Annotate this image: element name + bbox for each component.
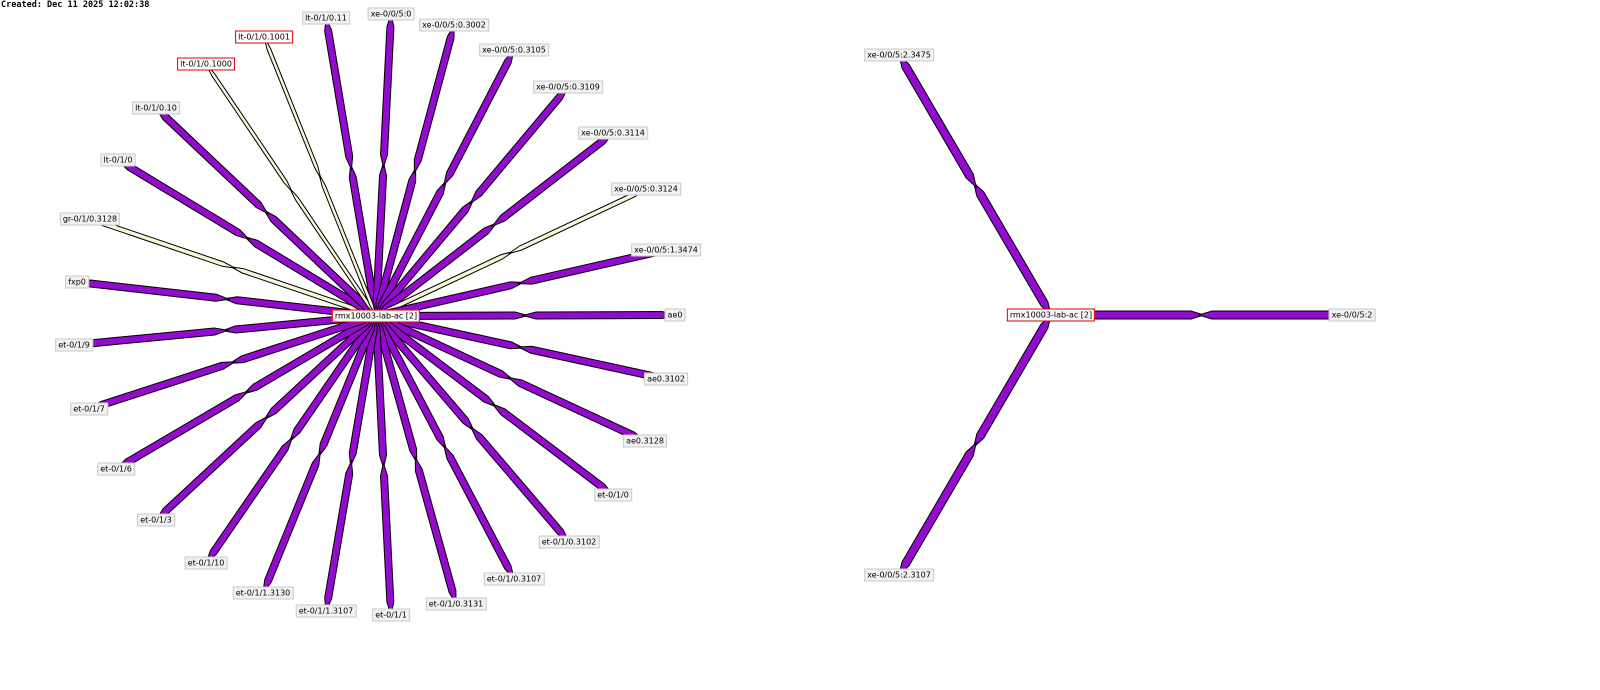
interface-label[interactable]: xe-0/0/5:0.3124 [611, 182, 681, 196]
interface-label[interactable]: et-0/1/9 [55, 338, 93, 352]
interface-label[interactable]: lt-0/1/0.1001 [235, 30, 293, 44]
interface-label[interactable]: xe-0/0/5:0.3114 [578, 126, 648, 140]
link-segment[interactable] [521, 310, 677, 320]
interface-label[interactable]: ae0.3128 [623, 434, 667, 448]
link-segment[interactable] [413, 23, 455, 175]
link-segment[interactable] [379, 12, 395, 170]
link-segment[interactable] [72, 327, 230, 348]
interface-label[interactable]: xe-0/0/5:0.3105 [479, 43, 549, 57]
interface-label[interactable]: xe-0/0/5:0.3002 [419, 18, 489, 32]
interface-label[interactable]: lt-0/1/0.11 [302, 11, 350, 25]
link-segment[interactable] [324, 459, 354, 613]
link-segment[interactable] [263, 36, 322, 180]
link-segment[interactable] [972, 181, 1052, 317]
interface-label[interactable]: et-0/1/6 [97, 462, 135, 476]
link-segment[interactable] [154, 106, 270, 216]
interface-label[interactable]: et-0/1/0 [594, 488, 632, 502]
interface-label[interactable]: et-0/1/1.3107 [295, 604, 357, 618]
interface-label[interactable]: et-0/1/7 [70, 402, 108, 416]
interface-label[interactable]: et-0/1/1 [372, 608, 410, 622]
interface-label[interactable]: lt-0/1/0.10 [132, 101, 180, 115]
interface-label[interactable]: gr-0/1/0.3128 [59, 212, 121, 226]
link-segment[interactable] [379, 461, 395, 617]
link-segment[interactable] [324, 16, 354, 172]
interface-label[interactable]: xe-0/0/5:0 [367, 7, 415, 21]
interface-label[interactable]: fxp0 [65, 275, 89, 289]
link-segment[interactable] [75, 279, 231, 302]
interface-label[interactable]: lt-0/1/0 [100, 153, 136, 167]
interface-label[interactable]: ae0.3102 [644, 372, 688, 386]
link-segment[interactable] [89, 218, 236, 269]
link-segment[interactable] [87, 361, 237, 410]
link-segment[interactable] [972, 313, 1052, 449]
interface-label[interactable]: ae0 [664, 308, 686, 322]
interface-label[interactable]: et-0/1/0.3131 [425, 597, 487, 611]
interface-label[interactable]: xe-0/0/5:0.3109 [533, 80, 603, 94]
interface-label[interactable]: xe-0/0/5:1.3474 [631, 243, 701, 257]
link-segment[interactable] [414, 455, 457, 606]
interface-label[interactable]: et-0/1/3 [137, 513, 175, 527]
link-segment[interactable] [898, 441, 978, 577]
interface-label[interactable]: et-0/1/0.3107 [483, 572, 545, 586]
interface-label[interactable]: et-0/1/10 [184, 556, 228, 570]
interface-label[interactable]: xe-0/0/5:2 [1328, 308, 1376, 322]
node-label[interactable]: rmx10003-lab-ac [2] [331, 309, 421, 323]
created-timestamp: Created: Dec 11 2025 12:02:38 [1, 0, 150, 10]
link-segment[interactable] [898, 53, 978, 189]
interface-label[interactable]: et-0/1/0.3102 [538, 535, 600, 549]
interface-label[interactable]: xe-0/0/5:2.3475 [864, 48, 934, 62]
interface-label[interactable]: et-0/1/1.3130 [232, 586, 294, 600]
interface-label[interactable]: xe-0/0/5:2.3107 [864, 568, 934, 582]
node-label[interactable]: rmx10003-lab-ac [2] [1006, 308, 1096, 322]
interface-label[interactable]: lt-0/1/0.1000 [177, 57, 235, 71]
